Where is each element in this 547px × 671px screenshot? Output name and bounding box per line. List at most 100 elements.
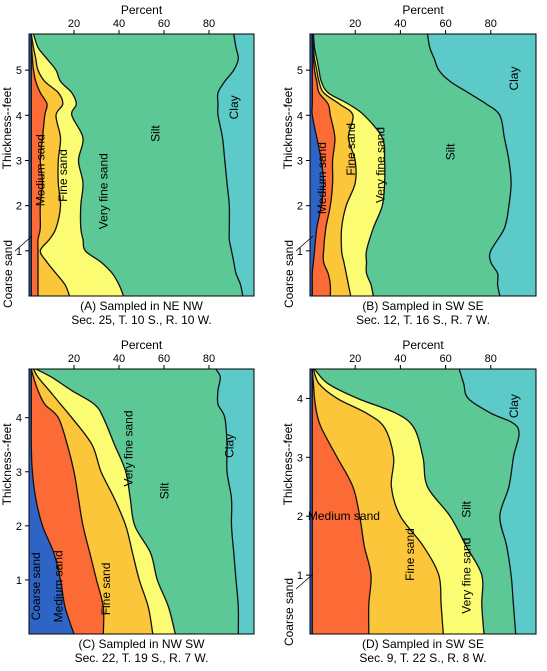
layer-label-very-fine-sand: Very fine sand xyxy=(374,127,388,203)
layer-label-silt: Silt xyxy=(149,125,163,142)
y-tick-label: 5 xyxy=(297,65,303,77)
caption-line-2: Sec. 12, T. 16 S., R. 7 W. xyxy=(356,313,490,327)
x-tick-label: 20 xyxy=(349,353,361,365)
x-tick-label: 60 xyxy=(439,353,451,365)
y-axis-title: Thickness--feet xyxy=(0,423,14,506)
y-tick-label: 2 xyxy=(297,201,303,213)
panel-d: 20 40 60 80 Percent 1 2 3 4 Thickness--feet Medium… xyxy=(281,338,537,665)
boundary-line-silt xyxy=(216,34,244,296)
layer-label-silt: Silt xyxy=(158,482,172,499)
boundary-line-medium-sand xyxy=(311,369,372,634)
layer-label-clay: Clay xyxy=(507,67,521,91)
x-tick-label: 20 xyxy=(68,18,80,30)
layer-label-coarse-sand: Coarse sand xyxy=(1,240,15,308)
caption-line-2: Sec. 25, T. 10 S., R. 10 W. xyxy=(71,313,212,327)
boundary-line-very-fine-sand xyxy=(32,34,125,296)
x-tick-label: 60 xyxy=(439,18,451,30)
y-tick-label: 1 xyxy=(16,575,22,587)
x-tick-label: 40 xyxy=(113,18,125,30)
boundary-line-medium-sand xyxy=(311,34,336,296)
coarse-sand-leader xyxy=(295,573,314,590)
x-tick-label: 40 xyxy=(394,353,406,365)
y-tick-label: 1 xyxy=(16,246,22,258)
layer-label-very-fine-sand: Very fine sand xyxy=(97,153,111,229)
x-axis-title: Percent xyxy=(402,338,444,352)
layer-label-coarse-sand: Coarse sand xyxy=(282,578,296,646)
y-tick-label: 5 xyxy=(16,65,22,77)
layer-label-medium-sand: Medium sand xyxy=(308,509,380,523)
caption-line-2: Sec. 22, T. 19 S., R. 7 W. xyxy=(75,651,209,665)
layer-label-clay: Clay xyxy=(227,95,241,119)
caption-line-1: (C) Sampled in NW SW xyxy=(78,637,205,651)
layer-label-silt: Silt xyxy=(459,500,473,517)
layer-label-clay: Clay xyxy=(223,434,237,458)
y-tick-label: 4 xyxy=(297,393,303,405)
boundary-line-fine-sand xyxy=(30,34,71,296)
area-medium-sand xyxy=(310,369,372,634)
boundary-line-fine-sand xyxy=(311,34,357,296)
y-tick-label: 2 xyxy=(297,511,303,523)
x-tick-label: 20 xyxy=(68,353,80,365)
boundary-line-medium-sand xyxy=(30,34,48,296)
y-tick-label: 1 xyxy=(297,246,303,258)
coarse-sand-leader xyxy=(295,235,314,252)
plot-frame xyxy=(28,33,255,297)
x-tick-label: 80 xyxy=(203,18,215,30)
x-tick-label: 60 xyxy=(158,18,170,30)
boundary-line-medium-sand xyxy=(30,369,105,634)
area-layers xyxy=(310,34,536,296)
x-tick-label: 40 xyxy=(394,18,406,30)
layer-label-very-fine-sand: Very fine sand xyxy=(459,538,473,614)
y-axis-title: Thickness--feet xyxy=(0,87,14,170)
y-tick-label: 3 xyxy=(297,155,303,167)
y-tick-label: 2 xyxy=(16,521,22,533)
layer-label-fine-sand: Fine sand xyxy=(344,123,358,176)
layer-label-very-fine-sand: Very fine sand xyxy=(122,410,136,486)
x-tick-label: 20 xyxy=(349,18,361,30)
area-coarse-sand xyxy=(29,369,74,634)
y-axis-title: Thickness--feet xyxy=(281,87,295,170)
caption-line-1: (B) Sampled in SW SE xyxy=(362,299,483,313)
boundary-line-very-fine-sand xyxy=(314,369,485,634)
x-axis-title: Percent xyxy=(402,3,444,17)
layer-label-medium-sand: Medium sand xyxy=(315,142,329,214)
layer-label-coarse-sand: Coarse sand xyxy=(282,240,296,308)
x-tick-label: 80 xyxy=(485,18,497,30)
layer-label-fine-sand: Fine sand xyxy=(99,563,113,616)
caption-line-1: (A) Sampled in NE NW xyxy=(80,299,203,313)
layer-label-clay: Clay xyxy=(507,394,521,418)
area-layers xyxy=(29,34,254,296)
boundary-line-silt xyxy=(426,34,512,296)
x-tick-label: 80 xyxy=(203,353,215,365)
layer-label-medium-sand: Medium sand xyxy=(34,134,48,206)
boundary-line-fine-sand xyxy=(32,369,154,634)
x-axis-title: Percent xyxy=(121,3,163,17)
x-tick-label: 80 xyxy=(485,353,497,365)
area-silt xyxy=(29,34,243,296)
area-medium-sand xyxy=(29,34,48,296)
y-tick-label: 4 xyxy=(16,110,22,122)
boundary-line-fine-sand xyxy=(312,369,444,634)
x-axis-title: Percent xyxy=(121,338,163,352)
y-tick-label: 1 xyxy=(297,570,303,582)
layer-label-medium-sand: Medium sand xyxy=(52,550,66,622)
boundary-line-coarse-sand xyxy=(30,369,75,634)
x-tick-label: 40 xyxy=(113,353,125,365)
area-coarse-sand xyxy=(310,34,324,296)
y-tick-label: 3 xyxy=(16,467,22,479)
plot-frame xyxy=(28,368,255,635)
area-layers xyxy=(310,369,536,634)
y-tick-label: 4 xyxy=(297,110,303,122)
y-axis-title: Thickness--feet xyxy=(281,423,295,506)
area-layers xyxy=(29,369,254,634)
layer-label-coarse-sand: Coarse sand xyxy=(29,552,43,620)
layer-label-silt: Silt xyxy=(444,143,458,160)
y-tick-label: 3 xyxy=(16,155,22,167)
caption-line-1: (D) Sampled in SW SE xyxy=(362,637,484,651)
x-tick-label: 60 xyxy=(158,353,170,365)
layer-label-fine-sand: Fine sand xyxy=(403,528,417,581)
